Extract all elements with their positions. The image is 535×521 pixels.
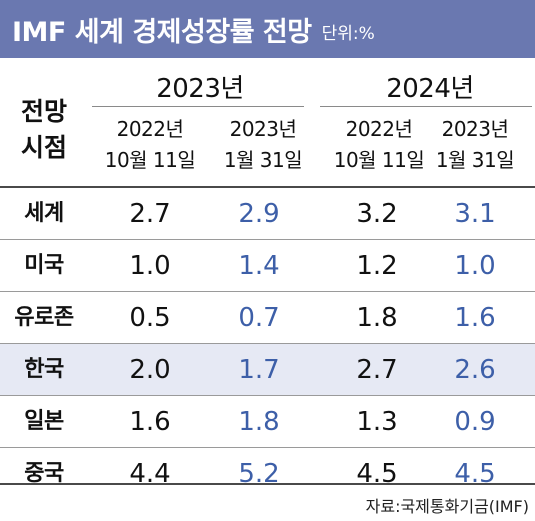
year-2023-header: 2023년 — [156, 74, 244, 104]
country-label: 유로존 — [14, 305, 74, 330]
latest-forecast-value: 1.4 — [238, 251, 280, 281]
row-separator — [0, 395, 535, 396]
table-row: 세계 2.7 2.9 3.2 3.1 — [0, 188, 535, 240]
chart-title: IMF 세계 경제성장률 전망 — [12, 16, 312, 48]
previous-forecast-value: 1.0 — [129, 251, 171, 281]
forecast-date-line-2: 10월 11일 — [333, 148, 425, 172]
year-2023-underline — [92, 106, 304, 107]
source-note: 자료:국제통화기금(IMF) — [365, 497, 529, 516]
row-separator — [0, 291, 535, 292]
latest-forecast-value: 2.6 — [454, 355, 496, 385]
country-label: 한국 — [24, 357, 64, 382]
row-separator — [0, 239, 535, 240]
forecast-date-header: 2022년 10월 11일 — [91, 114, 209, 176]
previous-forecast-value: 1.2 — [356, 251, 398, 281]
header-rule — [0, 186, 535, 188]
forecast-date-line-2: 1월 31일 — [435, 148, 515, 172]
previous-forecast-value: 3.2 — [356, 199, 398, 229]
latest-forecast-value: 1.6 — [454, 303, 496, 333]
country-label: 세계 — [24, 201, 64, 226]
forecast-date-line-2: 10월 11일 — [104, 148, 196, 172]
latest-forecast-value: 0.7 — [238, 303, 280, 333]
row-header-label: 전망 시점 — [0, 94, 88, 166]
year-2024-header: 2024년 — [386, 74, 474, 104]
latest-forecast-value: 1.0 — [454, 251, 496, 281]
forecast-date-line-1: 2023년 — [441, 117, 509, 141]
previous-forecast-value: 1.8 — [356, 303, 398, 333]
previous-forecast-value: 2.7 — [356, 355, 398, 385]
previous-forecast-value: 1.3 — [356, 407, 398, 437]
row-separator — [0, 447, 535, 448]
title-bar: IMF 세계 경제성장률 전망 단위:% — [0, 0, 535, 58]
year-2024-underline — [320, 106, 532, 107]
forecast-date-header: 2022년 10월 11일 — [320, 114, 438, 176]
latest-forecast-value: 2.9 — [238, 199, 280, 229]
previous-forecast-value: 2.0 — [129, 355, 171, 385]
table-row: 유로존 0.5 0.7 1.8 1.6 — [0, 292, 535, 344]
forecast-date-header: 2023년 1월 31일 — [416, 114, 534, 176]
previous-forecast-value: 0.5 — [129, 303, 171, 333]
latest-forecast-value: 1.7 — [238, 355, 280, 385]
previous-forecast-value: 2.7 — [129, 199, 171, 229]
latest-forecast-value: 5.2 — [238, 459, 280, 489]
row-header-line-2: 시점 — [20, 133, 67, 162]
row-header-line-1: 전망 — [20, 97, 67, 126]
unit-label: 단위:% — [321, 23, 375, 44]
table-row: 일본 1.6 1.8 1.3 0.9 — [0, 396, 535, 448]
latest-forecast-value: 3.1 — [454, 199, 496, 229]
previous-forecast-value: 4.4 — [129, 459, 171, 489]
row-separator — [0, 343, 535, 344]
forecast-date-line-2: 1월 31일 — [223, 148, 303, 172]
latest-forecast-value: 1.8 — [238, 407, 280, 437]
country-label: 일본 — [24, 409, 64, 434]
table-row: 미국 1.0 1.4 1.2 1.0 — [0, 240, 535, 292]
forecast-date-header: 2023년 1월 31일 — [204, 114, 322, 176]
forecast-date-line-1: 2022년 — [116, 117, 184, 141]
bottom-rule — [0, 483, 535, 485]
forecast-date-line-1: 2023년 — [229, 117, 297, 141]
table-row: 한국 2.0 1.7 2.7 2.6 — [0, 344, 535, 396]
forecast-date-line-1: 2022년 — [345, 117, 413, 141]
country-label: 중국 — [24, 461, 64, 486]
latest-forecast-value: 0.9 — [454, 407, 496, 437]
previous-forecast-value: 1.6 — [129, 407, 171, 437]
country-label: 미국 — [24, 253, 64, 278]
